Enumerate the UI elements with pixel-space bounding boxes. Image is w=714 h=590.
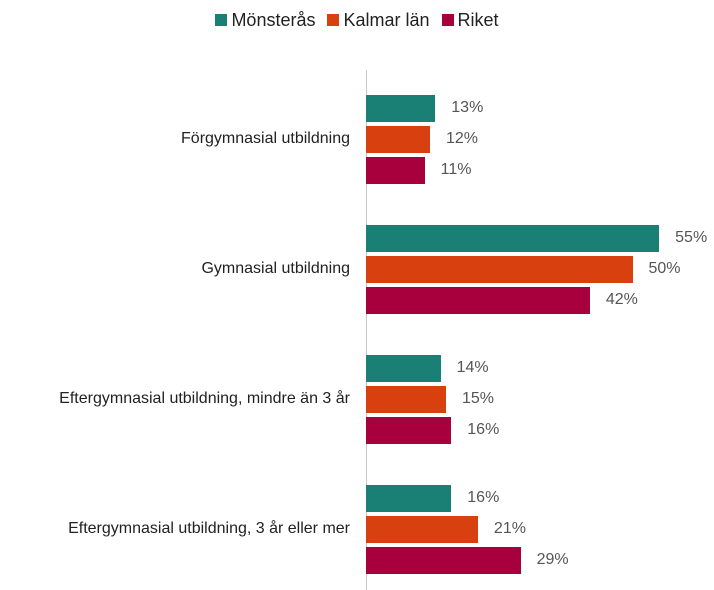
category-box: Förgymnasial utbildning — [8, 129, 350, 149]
bar — [366, 156, 425, 184]
legend-item: Mönsterås — [215, 10, 315, 31]
bar — [366, 286, 590, 314]
bar — [366, 125, 430, 153]
bar — [366, 94, 436, 122]
category-label: Gymnasial utbildning — [201, 260, 350, 277]
value-label: 12% — [445, 130, 478, 147]
value-label: 16% — [467, 421, 500, 438]
axis-line — [366, 70, 367, 590]
category-box: Eftergymnasial utbildning, mindre än 3 å… — [8, 389, 350, 409]
legend-item: Kalmar län — [327, 10, 430, 31]
legend-label: Mönsterås — [231, 10, 316, 30]
bar — [366, 416, 452, 444]
value-label: 13% — [451, 99, 484, 116]
value-label: 42% — [605, 291, 638, 308]
legend-label: Kalmar län — [343, 10, 430, 30]
bar — [366, 484, 452, 512]
bar — [366, 224, 660, 252]
category-label: Förgymnasial utbildning — [181, 130, 350, 147]
value-label: 16% — [467, 489, 500, 506]
category-box: Gymnasial utbildning — [8, 259, 350, 279]
category-label: Eftergymnasial utbildning, mindre än 3 å… — [59, 390, 350, 407]
value-label: 55% — [675, 229, 708, 246]
value-label: 50% — [648, 260, 681, 277]
legend-label: Riket — [457, 10, 499, 30]
legend-swatch — [215, 14, 228, 26]
category-box: Eftergymnasial utbildning, 3 år eller me… — [8, 519, 350, 539]
legend-swatch — [327, 14, 340, 26]
value-label: 11% — [440, 161, 472, 178]
legend: Mönsterås Kalmar län Riket — [0, 10, 714, 31]
value-label: 14% — [456, 359, 489, 376]
bar — [366, 385, 446, 413]
value-label: 29% — [536, 551, 569, 568]
value-label: 21% — [493, 520, 526, 537]
bar — [366, 515, 478, 543]
bar — [366, 546, 521, 574]
bar — [366, 354, 441, 382]
legend-item: Riket — [441, 10, 499, 31]
value-label: 15% — [461, 390, 494, 407]
bar — [366, 255, 633, 283]
legend-swatch — [441, 14, 454, 26]
category-label: Eftergymnasial utbildning, 3 år eller me… — [68, 520, 350, 537]
